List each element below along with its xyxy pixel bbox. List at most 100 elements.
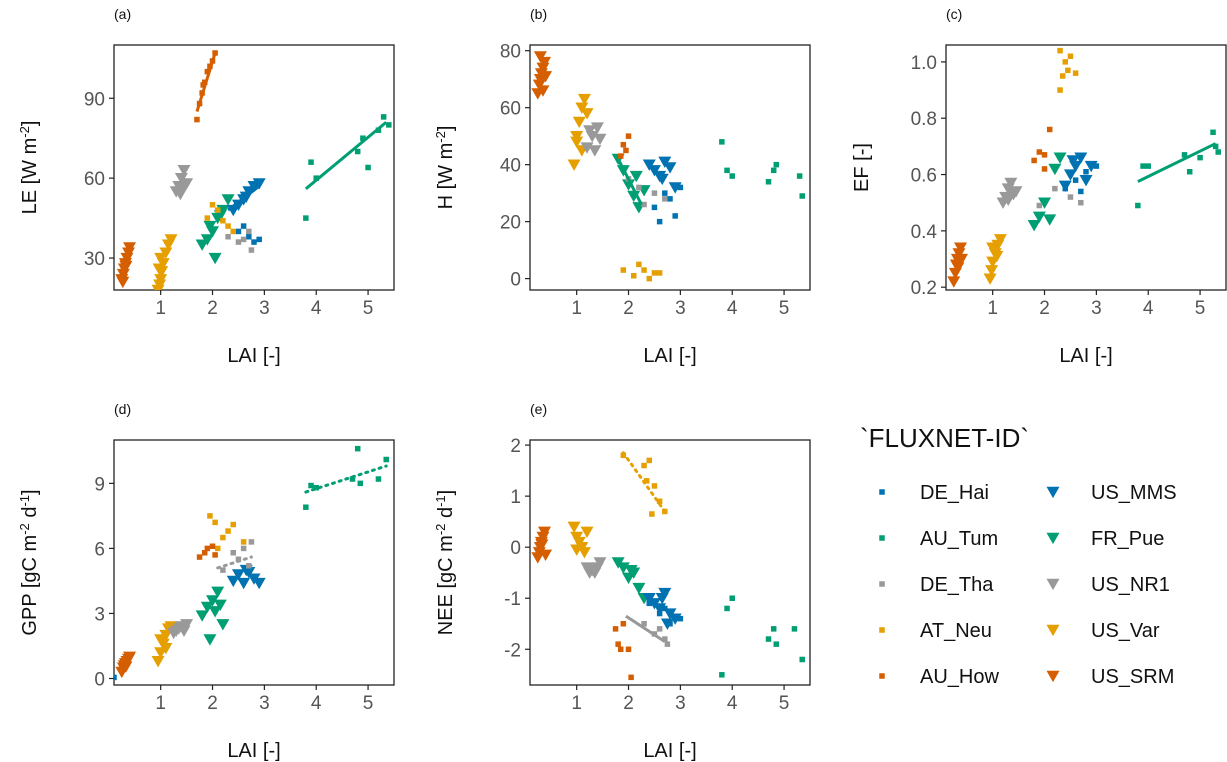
data-point-AT_Neu [1067, 53, 1074, 60]
data-point-US_SRM [947, 276, 961, 288]
data-point-US_MMS [655, 593, 669, 605]
data-point-AU_Tum [765, 178, 772, 185]
data-point-US_SRM [533, 51, 547, 63]
data-point-AU_Tum [796, 173, 803, 179]
legend-marker [1046, 670, 1060, 683]
data-point-DE_Hai [246, 233, 252, 240]
legend-item-US_MMS: US_MMS [1046, 482, 1177, 504]
data-point-AT_Neu [1062, 59, 1069, 65]
data-point-US_SRM [119, 260, 133, 273]
data-point-AT_Neu [220, 534, 226, 541]
data-point-AU_Tum [1186, 168, 1193, 175]
data-point-AU_Tum [770, 167, 777, 174]
y-tick-label: 6 [94, 539, 105, 560]
legend-item-US_SRM: US_SRM [1046, 666, 1174, 688]
legend-label: DE_Tha [920, 574, 994, 596]
data-point-AT_Neu [646, 457, 653, 464]
data-point-US_MMS [252, 577, 266, 590]
data-point-US_Var [164, 234, 178, 246]
y-tick-label: 0 [94, 669, 105, 690]
x-tick-label: 4 [1143, 298, 1154, 319]
legend-marker [879, 535, 885, 541]
y-tick-label: 3 [94, 604, 105, 625]
legend-marker [879, 581, 885, 587]
data-point-FR_Pue [200, 601, 214, 614]
data-point-DE_Tha [656, 626, 663, 632]
data-point-AT_Neu [1065, 67, 1071, 74]
data-point-AU_Tum [365, 164, 371, 171]
data-point-US_SRM [123, 651, 137, 663]
data-point-DE_Tha [636, 184, 642, 191]
data-point-US_MMS [231, 569, 245, 581]
data-point-FR_Pue [206, 595, 220, 607]
x-tick-label: 5 [1195, 298, 1206, 319]
data-point-AU_Tum [313, 175, 319, 181]
data-point-FR_Pue [629, 170, 643, 183]
data-point-DE_Hai [656, 610, 663, 617]
data-point-US_Var [990, 251, 1004, 263]
data-point-FR_Pue [1027, 220, 1041, 232]
y-tick-label: -1 [504, 589, 521, 610]
data-point-US_SRM [539, 549, 553, 562]
legend-marker [1046, 486, 1060, 499]
y-axis-title: EF [-] [851, 143, 873, 192]
data-point-US_Var [153, 279, 167, 290]
data-point-US_NR1 [175, 183, 189, 195]
data-point-DE_Hai [1078, 188, 1084, 195]
fit-line-AT_Neu [621, 451, 667, 513]
fit-line-AU_Tum [1137, 142, 1217, 183]
data-point-US_Var [567, 159, 581, 171]
data-point-AU_Tum [354, 445, 361, 452]
data-point-US_MMS [642, 159, 656, 171]
data-point-AU_Tum [1210, 129, 1216, 136]
data-point-AT_Neu [649, 511, 655, 517]
data-point-US_Var [570, 130, 584, 143]
data-point-AU_How [617, 646, 624, 653]
fit-line-AU_How [195, 52, 217, 113]
data-point-US_MMS [658, 156, 672, 168]
x-tick-label: 3 [259, 693, 270, 714]
panel-2: (c) 1 2 3 4 5 0.2 0.4 0.6 0.8 1.0 LAI [-] EF [-] [851, 6, 1227, 367]
data-point-US_SRM [538, 526, 552, 539]
data-point-FR_Pue [1032, 211, 1046, 223]
data-point-US_SRM [119, 661, 133, 673]
data-point-US_NR1 [593, 557, 607, 569]
y-tick-label: 0.6 [911, 166, 937, 187]
y-tick-label: 0.8 [911, 109, 937, 130]
data-point-US_NR1 [590, 122, 604, 134]
fit-line-FR_Pue [616, 158, 643, 206]
y-tick-label: 0.4 [911, 222, 938, 243]
data-point-AU_Tum [303, 504, 309, 510]
legend-item-FR_Pue: FR_Pue [1046, 528, 1164, 550]
data-point-FR_Pue [624, 564, 638, 577]
legend-label: AU_Tum [920, 528, 998, 550]
data-point-US_Var [985, 265, 999, 277]
data-point-FR_Pue [622, 179, 636, 191]
y-tick-label: 60 [500, 99, 521, 120]
fit-line-AU_Tum [304, 121, 388, 190]
legend-marker [879, 627, 885, 633]
data-point-FR_Pue [221, 194, 235, 206]
data-point-AU_Tum [375, 476, 382, 482]
data-point-AU_Tum [791, 626, 798, 632]
y-axis-title: GPP [gC m-2 d-1] [17, 489, 42, 635]
data-point-FR_Pue [211, 586, 225, 598]
data-point-AT_Neu [230, 521, 237, 528]
data-point-US_MMS [647, 165, 661, 177]
data-point-FR_Pue [203, 634, 217, 646]
y-tick-label: 0 [510, 270, 521, 291]
legend-marker [879, 673, 885, 679]
data-point-US_Var [577, 547, 591, 559]
data-point-AU_How [625, 646, 632, 653]
data-point-US_Var [993, 234, 1007, 246]
x-tick-label: 2 [623, 693, 634, 714]
data-point-US_NR1 [1001, 194, 1015, 207]
legend-marker [1046, 578, 1060, 591]
panel-4: (e) 1 2 3 4 5 -2 -1 0 1 2 LAI [-] NEE [gC m-2 d-1] [433, 401, 811, 762]
data-point-US_Var [572, 116, 586, 129]
data-point-FR_Pue [1048, 163, 1062, 176]
data-point-DE_Hai [662, 190, 668, 196]
x-tick-label: 5 [363, 298, 374, 319]
data-point-AU_Tum [770, 626, 777, 632]
data-point-AU_How [209, 543, 216, 549]
